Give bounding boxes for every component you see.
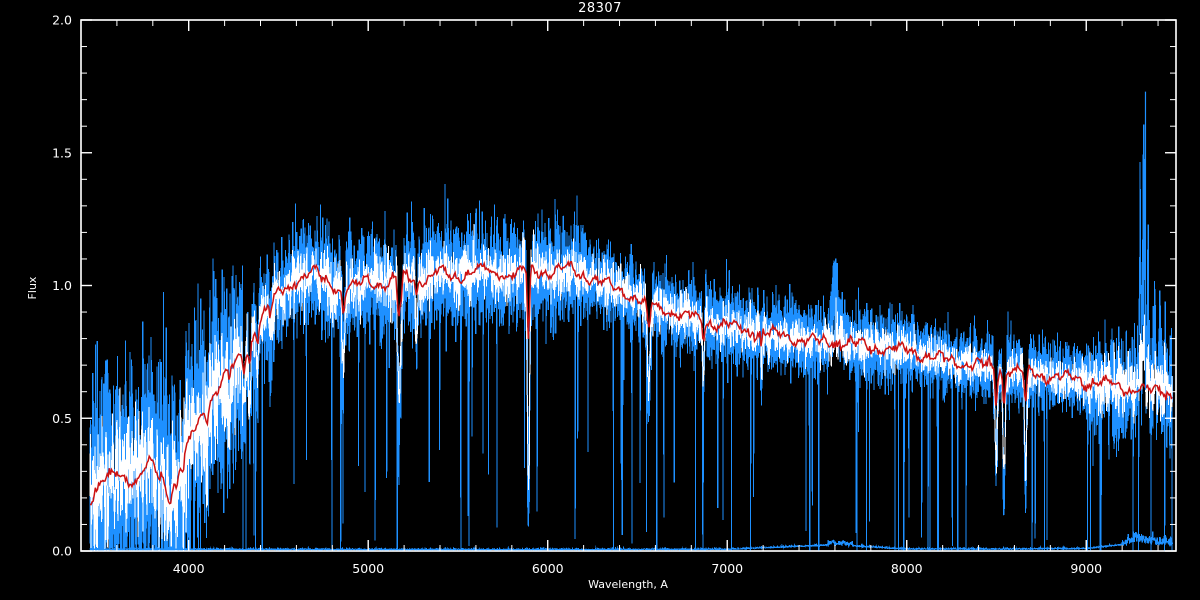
y-tick-label: 1.5 <box>52 145 72 160</box>
x-tick-label: 8000 <box>891 561 923 576</box>
y-tick-label: 2.0 <box>52 13 72 28</box>
page-title: 28307 <box>578 1 622 16</box>
axis-ticks <box>80 19 1176 552</box>
trace-error-spectrum <box>89 530 1174 552</box>
x-tick-label: 5000 <box>352 561 384 576</box>
y-tick-label: 1.0 <box>52 278 72 293</box>
axis-tick-labels: 4000 5000 6000 7000 8000 9000 0.0 0.5 1.0 1.5 2.0 <box>52 13 1102 577</box>
y-tick-label: 0.0 <box>52 544 72 559</box>
trace-observed-white <box>89 223 1173 552</box>
x-tick-label: 9000 <box>1070 561 1102 576</box>
y-axis-label: Flux <box>26 276 39 299</box>
x-axis-label: Wavelength, A <box>588 578 668 591</box>
x-tick-label: 7000 <box>711 561 743 576</box>
x-tick-label: 4000 <box>173 561 205 576</box>
x-tick-label: 6000 <box>532 561 564 576</box>
data-traces <box>89 91 1174 553</box>
trace-observed-noisy-secondary <box>89 137 1173 552</box>
y-tick-label: 0.5 <box>52 411 72 426</box>
trace-model <box>89 259 1173 506</box>
